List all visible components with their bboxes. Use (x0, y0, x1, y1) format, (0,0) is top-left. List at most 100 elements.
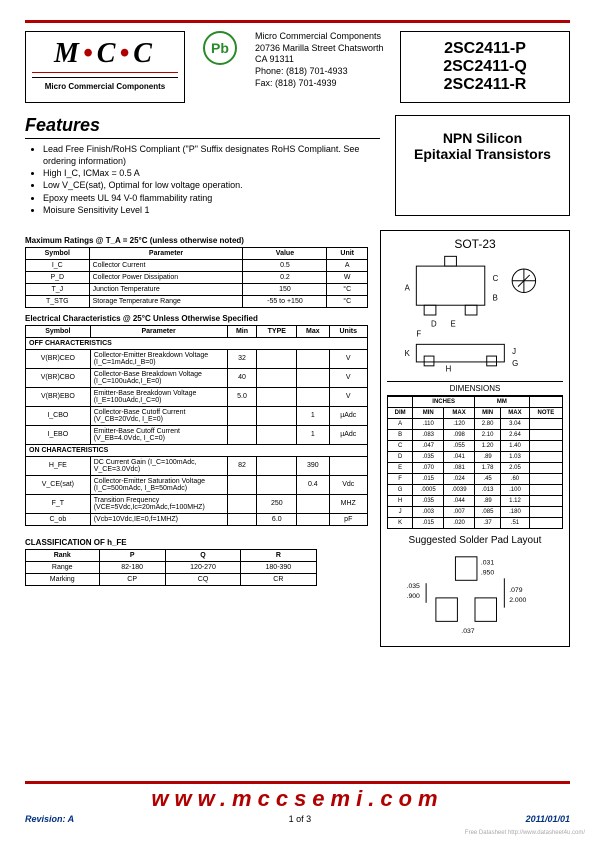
table-cell: 1.12 (501, 495, 530, 506)
feature-item: Low V_CE(sat), Optimal for low voltage o… (43, 179, 380, 191)
table-cell: µAdc (329, 425, 367, 444)
feature-item: Lead Free Finish/RoHS Compliant ("P" Suf… (43, 143, 380, 167)
table-cell: 250 (257, 494, 297, 513)
max-ratings-title: Maximum Ratings @ T_A = 25°C (unless oth… (25, 236, 368, 245)
table-cell: .37 (475, 517, 501, 528)
package-title: SOT-23 (387, 237, 563, 251)
table-cell: 1.78 (475, 462, 501, 473)
table-cell (227, 406, 257, 425)
table-cell: pF (329, 513, 367, 525)
col-header: TYPE (257, 325, 297, 337)
features-row: Features Lead Free Finish/RoHS Compliant… (25, 115, 570, 216)
col-header: MAX (501, 407, 530, 418)
table-cell: .89 (475, 495, 501, 506)
page-footer: www.mccsemi.com Revision: A 1 of 3 2011/… (25, 781, 570, 824)
table-cell: V(BR)CEO (26, 349, 91, 368)
part-number: 2SC2411-P (411, 40, 559, 58)
features-list: Lead Free Finish/RoHS Compliant ("P" Suf… (25, 143, 380, 216)
table-cell (257, 368, 297, 387)
table-cell (257, 349, 297, 368)
table-cell: .044 (444, 495, 475, 506)
col-header: Units (329, 325, 367, 337)
part-number: 2SC2411-Q (411, 58, 559, 76)
table-cell (297, 368, 329, 387)
table-cell: .45 (475, 473, 501, 484)
table-cell: J (388, 506, 413, 517)
table-cell: .013 (475, 484, 501, 495)
table-cell: H (388, 495, 413, 506)
table-cell: V (329, 349, 367, 368)
table-cell: 1 (297, 425, 329, 444)
svg-text:G: G (512, 359, 518, 368)
svg-text:J: J (512, 347, 516, 356)
table-cell: F (388, 473, 413, 484)
feature-item: Moisure Sensitivity Level 1 (43, 204, 380, 216)
table-cell: 180-390 (241, 561, 316, 573)
header: M•C•C Micro Commercial Components Pb Mic… (25, 31, 570, 103)
addr-line: Fax: (818) 701-4939 (255, 78, 390, 90)
svg-text:C: C (493, 274, 499, 283)
col-header (388, 396, 413, 407)
table-cell: G (388, 484, 413, 495)
table-cell (297, 513, 329, 525)
company-address: Micro Commercial Components 20736 Marill… (255, 31, 390, 103)
dimensions-title: DIMENSIONS (387, 381, 563, 396)
feature-item: Epoxy meets UL 94 V-0 flammability ratin… (43, 192, 380, 204)
footer-url: www.mccsemi.com (25, 781, 570, 812)
table-cell: .020 (444, 517, 475, 528)
table-cell: .0005 (413, 484, 444, 495)
revision-label: Revision: A (25, 814, 74, 824)
table-cell: .098 (444, 429, 475, 440)
addr-line: Micro Commercial Components (255, 31, 390, 43)
table-cell: 82 (227, 456, 257, 475)
table-cell: Collector-Base Cutoff Current (V_CB=20Vd… (90, 406, 227, 425)
table-cell (257, 387, 297, 406)
table-cell: .070 (413, 462, 444, 473)
col-header: Symbol (26, 325, 91, 337)
table-cell: CP (99, 573, 165, 585)
col-header: Unit (327, 247, 368, 259)
col-header: R (241, 549, 316, 561)
table-cell (529, 484, 562, 495)
table-cell: C (388, 440, 413, 451)
col-header: Parameter (90, 325, 227, 337)
table-cell: Collector-Base Breakdown Voltage (I_C=10… (90, 368, 227, 387)
table-cell: D (388, 451, 413, 462)
table-cell: 1.03 (501, 451, 530, 462)
part-number: 2SC2411-R (411, 76, 559, 94)
table-cell: 40 (227, 368, 257, 387)
col-header: Min (227, 325, 257, 337)
table-cell: CR (241, 573, 316, 585)
table-cell: -55 to +150 (243, 295, 327, 307)
max-ratings-table: Symbol Parameter Value Unit I_CCollector… (25, 247, 368, 308)
elec-title: Electrical Characteristics @ 25°C Unless… (25, 314, 368, 323)
table-cell: 2.64 (501, 429, 530, 440)
section-header: ON CHARACTERISTICS (26, 444, 368, 456)
table-cell (297, 349, 329, 368)
part-numbers: 2SC2411-P 2SC2411-Q 2SC2411-R (400, 31, 570, 103)
table-cell: V (329, 387, 367, 406)
table-cell: .007 (444, 506, 475, 517)
table-cell: µAdc (329, 406, 367, 425)
table-cell: 120-270 (165, 561, 240, 573)
package-diagram: SOT-23 A C B D E F (380, 230, 570, 647)
table-cell: Range (26, 561, 100, 573)
table-cell (257, 475, 297, 494)
svg-text:E: E (451, 320, 456, 329)
table-cell: F_T (26, 494, 91, 513)
feature-item: High I_C, ICMax = 0.5 A (43, 167, 380, 179)
table-cell (529, 440, 562, 451)
logo: M•C•C Micro Commercial Components (25, 31, 185, 103)
table-cell: .015 (413, 473, 444, 484)
table-cell (227, 425, 257, 444)
solder-title: Suggested Solder Pad Layout (387, 535, 563, 546)
table-cell (529, 418, 562, 429)
table-cell (297, 387, 329, 406)
table-cell (297, 494, 329, 513)
col-header: MIN (475, 407, 501, 418)
table-cell: E (388, 462, 413, 473)
table-cell: H_FE (26, 456, 91, 475)
table-cell (227, 475, 257, 494)
col-header: NOTE (529, 407, 562, 418)
col-header: MM (475, 396, 530, 407)
